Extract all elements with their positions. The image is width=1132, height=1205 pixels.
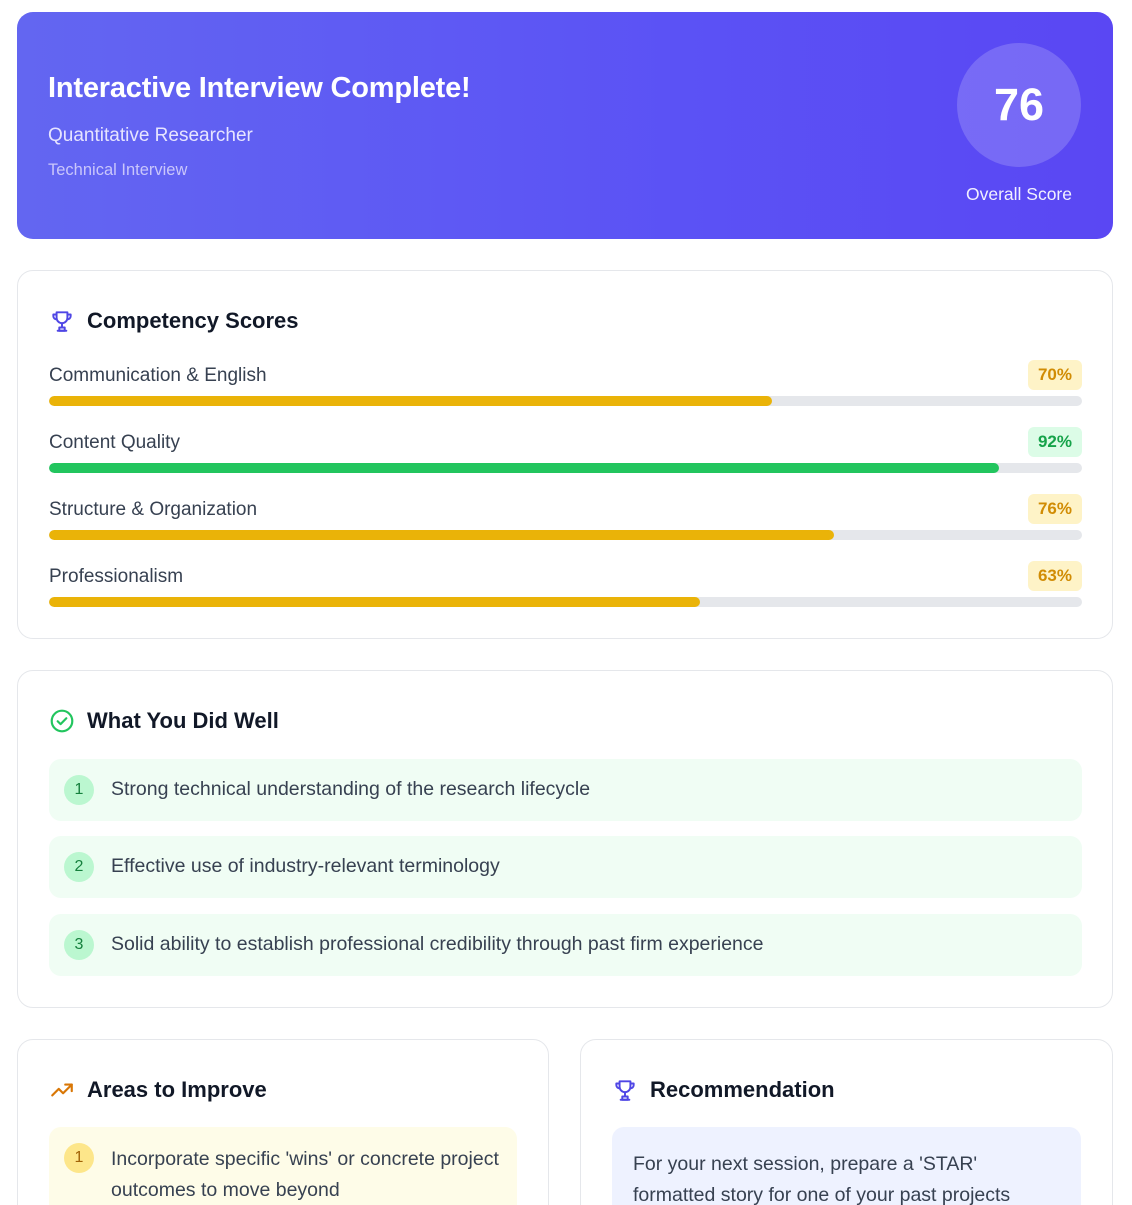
areas-to-improve-card: Areas to Improve 1 Incorporate specific … [17,1039,549,1205]
competency-progress-track [49,396,1082,406]
did-well-title: What You Did Well [87,708,279,733]
competency-name: Communication & English [49,365,267,386]
trending-up-icon [49,1077,75,1103]
trophy-icon [612,1077,638,1103]
job-role: Quantitative Researcher [48,125,253,146]
competency-score-badge: 76% [1027,494,1082,524]
competency-progress-track [49,463,1082,473]
competency-progress-fill [49,530,835,540]
recommendation-heading: Recommendation [612,1077,835,1103]
recommendation-card: Recommendation For your next session, pr… [580,1039,1113,1205]
competency-name: Content Quality [49,432,180,453]
strength-item: 2 Effective use of industry-relevant ter… [49,836,1082,898]
did-well-heading: What You Did Well [49,708,279,734]
competency-progress-track [49,530,1082,540]
strength-number: 1 [64,775,94,805]
strength-number: 3 [64,930,94,960]
areas-to-improve-title: Areas to Improve [87,1077,267,1102]
areas-to-improve-heading: Areas to Improve [49,1077,267,1103]
page-title: Interactive Interview Complete! [48,72,471,104]
strength-item: 3 Solid ability to establish professiona… [49,914,1082,976]
overall-score-circle: 76 [957,43,1081,167]
check-circle-icon [49,708,75,734]
competency-name: Structure & Organization [49,499,258,520]
competency-score-badge: 92% [1027,427,1082,457]
competency-progress-track [49,597,1082,607]
strength-text: Effective use of industry-relevant termi… [111,855,500,877]
overall-score-value: 76 [993,79,1045,130]
competency-score-badge: 70% [1027,360,1082,390]
competency-progress-fill [49,463,1000,473]
improvement-number: 1 [64,1143,94,1173]
results-header: Interactive Interview Complete! Quantita… [17,12,1113,239]
competency-scores-heading: Competency Scores [49,308,299,334]
recommendation-box: For your next session, prepare a 'STAR' … [612,1127,1081,1205]
competency-name: Professionalism [49,566,184,587]
competency-progress-fill [49,597,700,607]
strength-number: 2 [64,852,94,882]
competency-scores-card: Competency Scores Communication & Englis… [17,270,1113,639]
trophy-icon [49,308,75,334]
overall-score-label: Overall Score [965,184,1072,204]
recommendation-title: Recommendation [650,1077,835,1102]
improvement-item: 1 Incorporate specific 'wins' or concret… [49,1127,517,1205]
competency-scores-title: Competency Scores [87,308,299,333]
competency-progress-fill [49,396,773,406]
interview-type: Technical Interview [48,161,188,179]
strength-text: Strong technical understanding of the re… [111,778,591,800]
competency-score-badge: 63% [1027,561,1082,591]
recommendation-text: For your next session, prepare a 'STAR' … [633,1153,1011,1205]
strength-text: Solid ability to establish professional … [111,933,764,955]
improvement-text: Incorporate specific 'wins' or concrete … [111,1148,499,1201]
strength-item: 1 Strong technical understanding of the … [49,759,1082,821]
did-well-card: What You Did Well 1 Strong technical und… [17,670,1113,1008]
